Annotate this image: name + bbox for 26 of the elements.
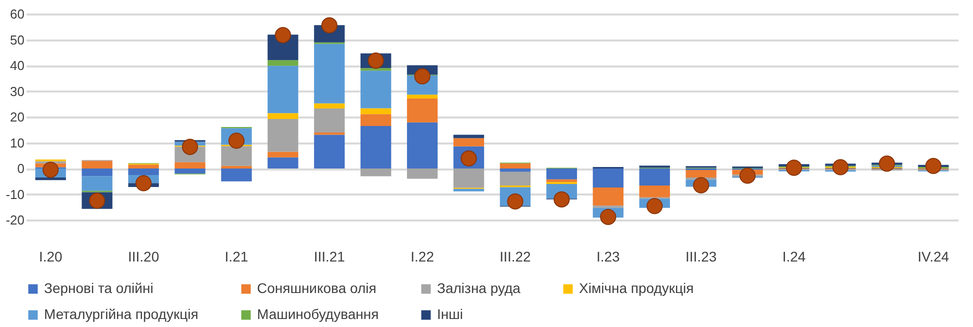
legend-label: Соняшникова олія xyxy=(257,280,376,296)
legend-label: Машинобудування xyxy=(257,306,379,322)
legend-label: Хімічна продукція xyxy=(579,280,694,296)
x-tick-label: III.23 xyxy=(686,248,717,264)
x-tick-label: III.20 xyxy=(128,248,160,264)
x-tick-label: I.20 xyxy=(38,248,63,264)
y-tick-label: 0 xyxy=(17,161,24,176)
y-tick-label: 50 xyxy=(10,32,24,48)
y-tick-label: 60 xyxy=(10,6,24,22)
x-tick-label: I.21 xyxy=(224,248,248,264)
legend-label: Зернові та олійні xyxy=(44,280,154,296)
x-tick-label: I.24 xyxy=(782,248,806,264)
legend-label: Металургійна продукція xyxy=(44,306,198,322)
x-tick-label: I.23 xyxy=(596,248,620,264)
y-tick-label: -20 xyxy=(6,212,24,228)
y-tick-label: 30 xyxy=(10,84,24,99)
y-tick-label: 20 xyxy=(10,110,24,124)
legend-label: Інші xyxy=(437,306,463,322)
x-tick-label: III.22 xyxy=(500,248,532,264)
y-tick-label: -10 xyxy=(6,186,24,202)
x-tick-label: I.22 xyxy=(410,248,434,264)
x-tick-label: III.21 xyxy=(314,248,346,264)
y-tick-label: 40 xyxy=(10,58,24,73)
legend-label: Залізна руда xyxy=(437,280,521,296)
x-tick-label: IV.24 xyxy=(918,248,950,264)
y-tick-label: 10 xyxy=(10,135,24,150)
